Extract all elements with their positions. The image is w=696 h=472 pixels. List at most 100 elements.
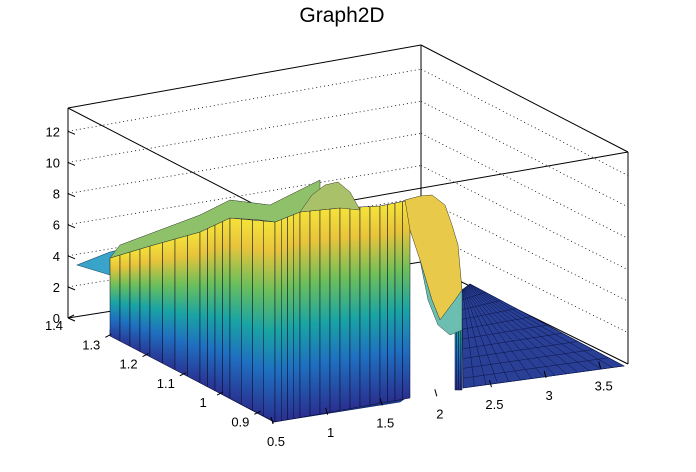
z-tick-mark [67, 255, 76, 260]
surface-wall-strip [207, 224, 216, 392]
surface-wall-strip [369, 205, 381, 406]
x-tick-mark [325, 407, 329, 415]
surface-wall-strip [187, 231, 201, 384]
z-gridline-back-wall [420, 100, 629, 208]
z-tick-mark [67, 224, 76, 229]
y-tick-label: 1.2 [120, 357, 138, 372]
floor-mesh-line [462, 300, 501, 310]
x-tick-label: 3.5 [595, 379, 613, 394]
floor-mesh-line [462, 291, 486, 301]
y-tick-mark [216, 391, 224, 396]
y-tick-mark [254, 410, 261, 415]
z-gridline-left-wall [67, 100, 422, 163]
y-tick-mark [142, 353, 149, 357]
z-gridline-left-wall [67, 68, 422, 132]
surface-wall-strip [129, 248, 141, 353]
x-tick-mark [434, 389, 438, 397]
surface-wall-strip [222, 217, 231, 399]
z-tick-mark [67, 130, 76, 135]
x-tick-label: 3 [545, 388, 552, 403]
x-tick-mark [379, 398, 383, 406]
surface-wall-strip [309, 209, 321, 417]
surface-wall-strip [394, 201, 403, 401]
surface-wall-strip [293, 211, 301, 419]
surface-wall-strip [329, 207, 341, 413]
floor-mesh-line [461, 283, 471, 291]
surface-wall-strip [109, 254, 121, 342]
surface-wall-strip [319, 208, 331, 415]
surface-wall-strip [162, 238, 176, 371]
z-tick-label: 12 [46, 124, 60, 139]
x-tick-mark [598, 361, 602, 369]
x-tick-mark [488, 379, 492, 388]
surface-wall-strip [339, 207, 351, 411]
surface-wall-strip [174, 235, 188, 377]
chart-title: Graph2D [299, 4, 384, 27]
z-tick-mark [67, 286, 76, 291]
surface-wall-strip [402, 199, 411, 400]
surface-wall-strip [139, 245, 151, 358]
axis-tick-labels: 0 2 4 6 8 10 12 0.9 1 1.1 1.2 1.3 1.4 0.5 1 1.5 2 2.5 3 3.5 [45, 124, 613, 449]
z-tick-mark [67, 193, 76, 198]
surface-wall-strip [299, 210, 311, 418]
x-tick-label: 1 [327, 425, 334, 440]
surface-peak [299, 181, 361, 213]
surface-wall-strip [241, 218, 253, 411]
surface-wall-strip [199, 228, 208, 388]
floor-mesh-line [462, 349, 594, 369]
x-tick-label: 1.5 [376, 416, 394, 431]
frame-front-top [67, 107, 274, 215]
surface-wall-strip [229, 217, 242, 405]
z-tick-mark [67, 317, 76, 322]
x-tick-label: 0.5 [267, 434, 285, 449]
z-tick-label: 4 [53, 249, 60, 264]
z-tick-label: 6 [53, 218, 60, 233]
y-tick-label: 1.1 [157, 376, 175, 391]
surface-wall-strip [359, 206, 371, 408]
z-tick-label: 0 [53, 311, 60, 326]
frame-left-top [67, 44, 422, 109]
y-tick-label: 1.3 [82, 337, 100, 352]
z-gridline-back-wall [420, 197, 629, 302]
z-tick-label: 10 [46, 155, 60, 170]
floor-mesh-line [462, 324, 548, 340]
z-gridline-left-wall [67, 133, 422, 194]
y-tick-label: 0.9 [231, 414, 249, 429]
y-tick-label: 1.4 [45, 318, 63, 333]
floor-mesh-line [462, 316, 532, 330]
surface-wall-strip [349, 206, 361, 409]
z-gridline-back-wall [420, 133, 629, 239]
frame-back-top [420, 44, 629, 153]
y-tick-mark [105, 333, 112, 338]
surface-wall-strip [281, 216, 288, 422]
surface-wall-strip [287, 214, 294, 421]
surface-wall-strip [274, 219, 282, 423]
surface-wall-strip [149, 242, 163, 364]
floor-mesh-line [462, 341, 578, 359]
surface-wall-strip [387, 202, 396, 403]
z-gridline-back-wall [420, 229, 629, 333]
surface-wall-strip [119, 251, 131, 347]
surface-wall-strip [263, 220, 276, 423]
z-tick-mark [67, 161, 76, 166]
z-gridline-back-wall [420, 68, 629, 176]
x-tick-mark [543, 370, 547, 378]
floor-mesh-line [462, 308, 517, 320]
surface-plot [76, 179, 463, 423]
x-tick-mark [270, 416, 274, 425]
z-tick-label: 2 [53, 280, 60, 295]
floor-mesh-line [462, 332, 563, 350]
y-tick-mark [179, 372, 187, 377]
surface-wall-strip [214, 221, 223, 396]
surface-wall-strip [379, 204, 388, 404]
y-tick-label: 1 [199, 395, 206, 410]
floor-mesh-line [462, 365, 625, 389]
surface-right-slope [419, 259, 463, 336]
surface-wall-strip [252, 219, 264, 417]
y-tick-mark [67, 314, 75, 319]
x-tick-label: 2 [436, 406, 443, 421]
x-tick-label: 2.5 [485, 397, 503, 412]
z-tick-label: 8 [53, 187, 60, 202]
floor-mesh-line [462, 357, 609, 379]
